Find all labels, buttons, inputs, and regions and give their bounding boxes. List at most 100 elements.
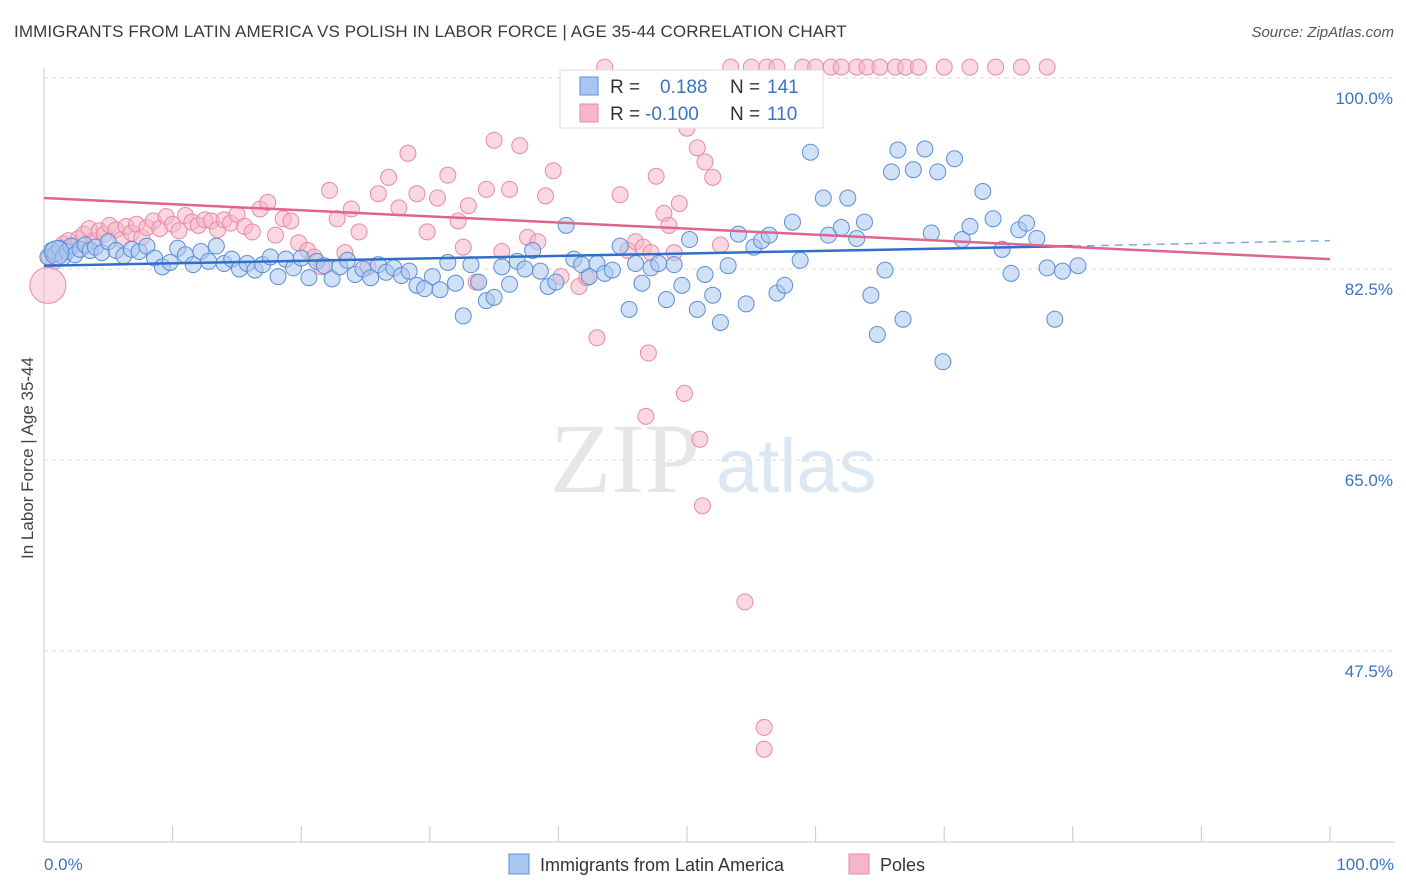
stats-r-label-1: R =	[610, 77, 640, 98]
latin-america-point-110	[862, 286, 880, 304]
latin-america-point-111	[868, 325, 886, 343]
y-tick-labels: 100.0% 82.5% 65.0% 47.5%	[1335, 89, 1393, 681]
latin-america-point-104	[814, 189, 832, 207]
latin-america-point-35	[269, 268, 287, 286]
latin-america-point-58	[447, 274, 465, 292]
legend-label-latin-america: Immigrants from Latin America	[540, 855, 785, 875]
latin-america-point-84	[650, 255, 668, 273]
source-label: Source: ZipAtlas.com	[1251, 24, 1394, 41]
latin-america-point-94	[729, 225, 747, 243]
y-tick-label-2: 65.0%	[1345, 471, 1393, 490]
latin-america-point-67	[516, 260, 534, 278]
latin-america-point-47	[362, 269, 380, 287]
latin-america-point-101	[783, 213, 801, 231]
latin-america-point-93	[719, 257, 737, 275]
latin-america-point-125	[984, 210, 1002, 228]
poles-point-101	[832, 58, 850, 76]
watermark-zip: ZIP	[550, 403, 700, 514]
poles-point-45	[320, 181, 338, 199]
y-axis-title: In Labor Force | Age 35-44	[18, 357, 37, 559]
latin-america-point-121	[945, 150, 963, 168]
poles-point-114	[639, 344, 657, 362]
poles-trend-line	[43, 196, 1331, 261]
latin-america-point-98	[760, 226, 778, 244]
poles-point-56	[418, 223, 436, 241]
latin-america-point-86	[665, 256, 683, 274]
y-tick-label-1: 82.5%	[1345, 280, 1393, 299]
poles-point-86	[660, 216, 678, 234]
stats-n-value-2: 110	[767, 104, 797, 125]
latin-america-point-100	[776, 276, 794, 294]
latin-america-point-87	[673, 276, 691, 294]
latin-america-point-81	[627, 255, 645, 273]
latin-america-point-132	[1046, 310, 1064, 328]
poles-point-67	[511, 137, 529, 155]
poles-point-52	[380, 168, 398, 186]
axes	[43, 68, 1395, 843]
x-tick-labels: 0.0% 100.0%	[44, 855, 1394, 874]
latin-america-point-131	[1038, 259, 1056, 277]
latin-america-point-127	[1002, 264, 1020, 282]
poles-point-40	[282, 212, 300, 230]
latin-america-point-109	[855, 213, 873, 231]
latin-america-point-80	[620, 300, 638, 318]
latin-america-point-60	[462, 256, 480, 274]
poles-point-61	[459, 197, 477, 215]
poles-point-112	[1038, 58, 1056, 76]
latin-america-point-55	[423, 268, 441, 286]
latin-america-point-69	[531, 262, 549, 280]
poles-point-48	[342, 200, 360, 218]
poles-point-119	[736, 593, 754, 611]
poles-point-79	[611, 186, 629, 204]
latin-america-point-52	[400, 262, 418, 280]
latin-america-point-71	[547, 273, 565, 291]
poles-point-55	[408, 185, 426, 203]
latin-america-point-18	[138, 237, 156, 255]
latin-america-point-89	[688, 300, 706, 318]
latin-america-point-91	[704, 286, 722, 304]
poles-point-63	[477, 180, 495, 198]
latin-america-point-123	[961, 217, 979, 235]
latin-america-point-38	[292, 249, 310, 267]
poles-point-38	[266, 226, 284, 244]
stats-swatch-pink	[579, 103, 599, 123]
poles-point-111	[1012, 58, 1030, 76]
legend-label-poles: Poles	[880, 855, 925, 875]
latin-america-point-42	[323, 270, 341, 288]
latin-america-point-78	[603, 261, 621, 279]
poles-point-117	[691, 430, 709, 448]
latin-america-point-65	[501, 275, 519, 293]
latin-america-point-115	[894, 310, 912, 328]
latin-america-point-124	[974, 183, 992, 201]
y-tick-label-0: 100.0%	[1335, 89, 1393, 108]
legend-swatch-poles	[848, 853, 870, 875]
latin-america-trend-extension	[1072, 239, 1331, 247]
latin-america-point-102	[791, 251, 809, 269]
latin-america-point-133	[1054, 262, 1072, 280]
latin-america-point-120	[934, 353, 952, 371]
stats-n-value-1: 141	[767, 77, 799, 98]
stats-r-value-1: 0.188	[660, 77, 708, 98]
poles-point-110	[987, 58, 1005, 76]
latin-america-point-134	[1069, 257, 1087, 275]
latin-america-point-39	[300, 269, 318, 287]
latin-america-point-27	[207, 237, 225, 255]
poles-points	[29, 58, 1056, 758]
poles-point-large	[29, 266, 67, 304]
legend-swatch-latin-america	[508, 853, 530, 875]
latin-america-point-129	[1018, 214, 1036, 232]
chart-title: IMMIGRANTS FROM LATIN AMERICA VS POLISH …	[14, 22, 847, 41]
poles-point-54	[399, 144, 417, 162]
poles-point-57	[429, 189, 447, 207]
poles-point-60	[454, 238, 472, 256]
poles-point-89	[688, 139, 706, 157]
poles-point-90	[696, 153, 714, 171]
stats-box: R = 0.188 N = 141 R = -0.100 N = 110	[559, 69, 824, 129]
latin-america-point-59	[454, 307, 472, 325]
latin-america-point-106	[832, 219, 850, 237]
latin-america-point-126	[993, 240, 1011, 258]
latin-america-point-92	[711, 313, 729, 331]
poles-point-109	[961, 58, 979, 76]
latin-america-point-108	[848, 229, 866, 247]
poles-point-35	[243, 223, 261, 241]
